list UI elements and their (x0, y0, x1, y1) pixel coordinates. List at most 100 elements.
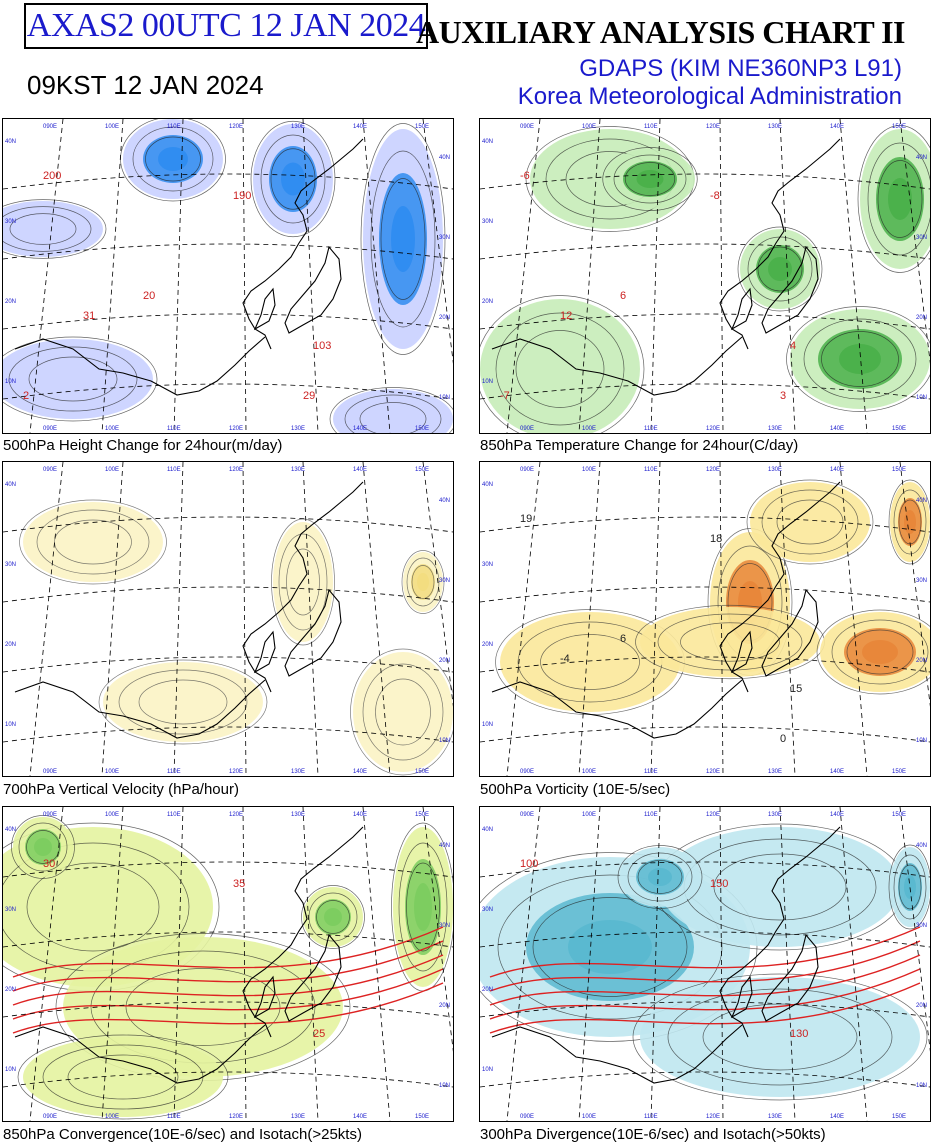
lon-label-bottom: 090E (43, 769, 57, 775)
map-panel-850hpa-convergence: 090E 090E 100E 100E 110E 110E 120E 120E 130E 130E… (2, 806, 454, 1122)
caption-700hpa-vertical-velocity: 700hPa Vertical Velocity (hPa/hour) (3, 781, 239, 798)
coastline (491, 679, 743, 739)
longitude-line (839, 462, 868, 776)
shaded-field (19, 499, 167, 585)
lon-label-bottom: 100E (582, 769, 596, 775)
contour-value-label: 30 (43, 858, 55, 870)
lon-label-bottom: 150E (892, 1114, 906, 1120)
lat-label-left: 10N (5, 1067, 16, 1073)
lon-label-bottom: 100E (105, 1114, 119, 1120)
lon-label-bottom: 140E (353, 426, 367, 432)
lon-label-top: 150E (892, 812, 906, 818)
lon-label-bottom: 090E (520, 769, 534, 775)
lon-label-top: 130E (291, 467, 305, 473)
lon-label-bottom: 120E (706, 1114, 720, 1120)
lon-label-top: 140E (353, 812, 367, 818)
longitude-line (779, 462, 796, 776)
product-id: AXAS2 00UTC 12 JAN 2024 (26, 7, 426, 44)
latitude-line (3, 656, 453, 673)
longitude-line (29, 119, 64, 433)
contour-value-label: 100 (520, 858, 538, 870)
longitude-line (650, 462, 661, 776)
coastline (730, 975, 753, 1019)
coastline (761, 245, 819, 334)
longitude-line (578, 462, 601, 776)
lon-label-bottom: 140E (830, 426, 844, 432)
contour-value-label: 130 (790, 1028, 808, 1040)
longitude-line (506, 462, 541, 776)
contour-value-label: 0 (780, 733, 786, 745)
map-graphic: 090E 090E 100E 100E 110E 110E 120E 120E 130E 130E… (3, 119, 453, 433)
lon-label-top: 140E (353, 467, 367, 473)
lat-label-right: 20N (439, 658, 450, 664)
isotach-line (489, 926, 921, 978)
shaded-field (301, 885, 365, 949)
lon-label-top: 100E (582, 812, 596, 818)
lat-label-right: 40N (439, 843, 450, 849)
lat-label-left: 30N (482, 562, 493, 568)
lon-label-top: 100E (582, 124, 596, 130)
lat-label-left: 30N (5, 219, 16, 225)
shaded-field (120, 119, 226, 202)
lon-label-bottom: 130E (291, 426, 305, 432)
shaded-field (360, 123, 446, 355)
shaded-field (11, 815, 75, 879)
lon-label-top: 110E (167, 812, 181, 818)
coastline (14, 1024, 266, 1084)
isotach-line (12, 940, 444, 992)
longitude-line (362, 462, 391, 776)
coastline (253, 630, 276, 674)
lon-label-bottom: 150E (415, 1114, 429, 1120)
lon-label-bottom: 110E (167, 426, 181, 432)
lat-label-right: 10N (916, 738, 927, 744)
contour-value-label: 6 (620, 290, 626, 302)
longitude-line (302, 462, 319, 776)
latitude-line (3, 383, 453, 400)
longitude-line (839, 119, 868, 433)
map-graphic: 090E 090E 100E 100E 110E 110E 120E 120E 130E 130E… (480, 807, 930, 1121)
longitude-line (779, 807, 796, 1121)
coastline (242, 481, 364, 693)
coastline (14, 336, 266, 396)
coastline (284, 245, 342, 334)
lat-label-right: 30N (439, 235, 450, 241)
lon-label-top: 120E (229, 812, 243, 818)
longitude-line (779, 119, 796, 433)
latitude-line (3, 1001, 453, 1018)
latitude-line (3, 516, 453, 533)
lon-label-top: 140E (830, 467, 844, 473)
lon-label-bottom: 120E (229, 1114, 243, 1120)
lat-label-right: 20N (439, 315, 450, 321)
lon-label-bottom: 150E (415, 426, 429, 432)
shaded-field (250, 120, 336, 238)
lat-label-left: 10N (5, 379, 16, 385)
lon-label-top: 130E (768, 812, 782, 818)
coastline (719, 481, 841, 693)
agency-name: Korea Meteorological Administration (517, 83, 902, 110)
coastline (719, 138, 841, 350)
lon-label-bottom: 090E (43, 1114, 57, 1120)
longitude-line (101, 119, 124, 433)
lon-label-top: 090E (43, 467, 57, 473)
contour-value-label: 6 (620, 633, 626, 645)
latitude-line (3, 1071, 453, 1088)
isotach-line (489, 968, 921, 1020)
contour-value-label: 190 (233, 190, 251, 202)
lon-label-top: 150E (415, 467, 429, 473)
latitude-line (3, 861, 453, 878)
lon-label-top: 130E (768, 467, 782, 473)
longitude-line (101, 807, 124, 1121)
longitude-line (362, 119, 391, 433)
longitude-line (578, 119, 601, 433)
isotach-line (489, 954, 921, 1006)
shaded-field (3, 199, 107, 259)
contour-value-label: -4 (560, 653, 570, 665)
longitude-line (578, 807, 601, 1121)
lon-label-top: 110E (167, 124, 181, 130)
lat-label-right: 40N (916, 843, 927, 849)
lat-label-right: 20N (439, 1003, 450, 1009)
lon-label-bottom: 120E (229, 769, 243, 775)
lon-label-bottom: 110E (167, 769, 181, 775)
lat-label-left: 10N (482, 1067, 493, 1073)
caption-500hpa-height-change: 500hPa Height Change for 24hour(m/day) (3, 437, 283, 454)
